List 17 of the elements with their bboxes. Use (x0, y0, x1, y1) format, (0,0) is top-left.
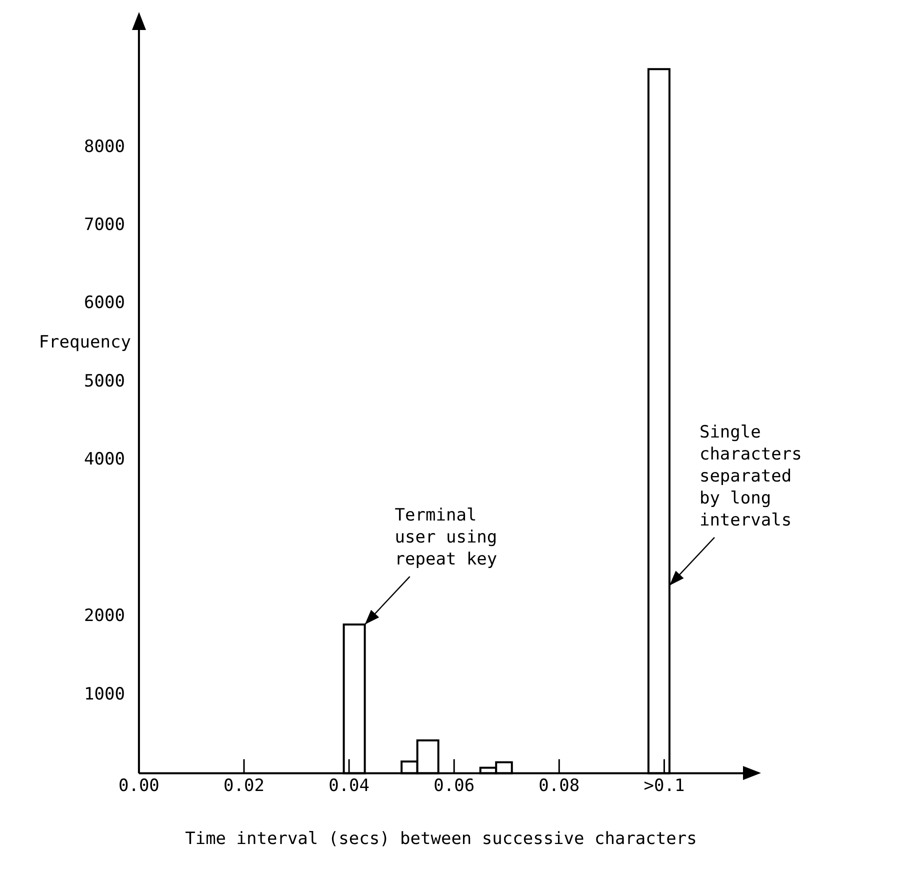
x-tick-label: 0.00 (118, 776, 160, 796)
x-tick-label: 0.08 (538, 776, 580, 796)
y-tick-label: 2000 (84, 606, 125, 626)
annotation: Single characters separated by long intervals (699, 422, 802, 530)
annotation: Terminal user using repeat key (394, 506, 498, 570)
y-tick-label: 5000 (84, 371, 125, 392)
y-tick-label: 6000 (84, 293, 125, 314)
y-tick-label: 1000 (84, 684, 125, 704)
y-tick-label: 8000 (84, 136, 125, 157)
y-tick-label: 4000 (84, 450, 125, 470)
x-tick-label: 0.04 (328, 776, 370, 796)
x-tick-label: >0.1 (644, 776, 685, 796)
x-tick-label: 0.02 (224, 776, 264, 796)
y-tick-label: 7000 (84, 215, 125, 235)
y-axis-title: Frequency (38, 332, 131, 352)
x-tick-label: 0.06 (434, 776, 475, 796)
x-axis-title: Time interval (secs) between successive characters (185, 829, 697, 850)
